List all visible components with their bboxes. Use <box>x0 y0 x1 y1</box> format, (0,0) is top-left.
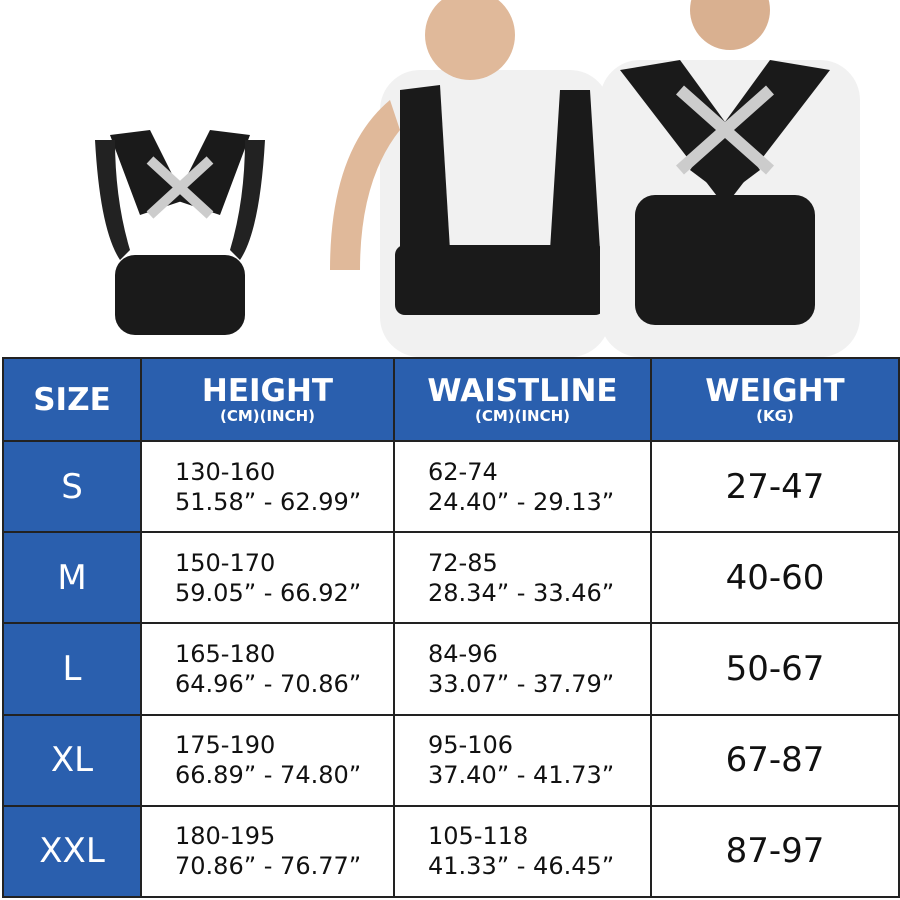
size-cell: L <box>2 622 142 716</box>
table-row: XL 175-190 66.89” - 74.80” 95-106 37.40” - 4… <box>2 713 900 807</box>
height-cell: 165-180 64.96” - 70.86” <box>140 622 395 716</box>
waist-inch: 37.40” - 41.73” <box>428 761 615 790</box>
weight-cell: 50-67 <box>650 622 900 716</box>
height-cm: 150-170 <box>175 548 276 577</box>
table-row: S 130-160 51.58” - 62.99” 62-74 24.40” - 29.… <box>2 440 900 534</box>
waist-inch: 24.40” - 29.13” <box>428 487 615 516</box>
waist-cm: 84-96 <box>428 640 498 669</box>
height-inch: 51.58” - 62.99” <box>175 487 362 516</box>
height-inch: 59.05” - 66.92” <box>175 578 362 607</box>
size-cell: S <box>2 440 142 534</box>
height-cm: 175-190 <box>175 731 276 760</box>
table-row: M 150-170 59.05” - 66.92” 72-85 28.34” - 33.… <box>2 531 900 625</box>
weight-cell: 27-47 <box>650 440 900 534</box>
height-inch: 66.89” - 74.80” <box>175 761 362 790</box>
table-row: L 165-180 64.96” - 70.86” 84-96 33.07” - 37.… <box>2 622 900 716</box>
weight-cell: 40-60 <box>650 531 900 625</box>
waist-cm: 105-118 <box>428 822 529 851</box>
weight-cell: 67-87 <box>650 713 900 807</box>
height-inch: 70.86” - 76.77” <box>175 852 362 881</box>
height-cm: 180-195 <box>175 822 276 851</box>
product-photo <box>95 0 860 357</box>
waist-cell: 105-118 41.33” - 46.45” <box>393 804 652 899</box>
height-inch: 64.96” - 70.86” <box>175 670 362 699</box>
waist-cm: 95-106 <box>428 731 514 760</box>
size-header: SIZE <box>2 356 142 443</box>
waist-cell: 72-85 28.34” - 33.46” <box>393 531 652 625</box>
waist-inch: 28.34” - 33.46” <box>428 578 615 607</box>
size-cell: M <box>2 531 142 625</box>
weight-cell: 87-97 <box>650 804 900 899</box>
header-row: SIZE HEIGHT (CM)(INCH) WAISTLINE (CM)(INCH… <box>2 356 900 443</box>
height-cm: 130-160 <box>175 457 276 486</box>
waist-cell: 84-96 33.07” - 37.79” <box>393 622 652 716</box>
height-cell: 180-195 70.86” - 76.77” <box>140 804 395 899</box>
posture-brace-product-image <box>95 130 265 335</box>
height-cell: 175-190 66.89” - 74.80” <box>140 713 395 807</box>
waist-inch: 41.33” - 46.45” <box>428 852 615 881</box>
waist-inch: 33.07” - 37.79” <box>428 670 615 699</box>
waist-cell: 62-74 24.40” - 29.13” <box>393 440 652 534</box>
table-row: XXL 180-195 70.86” - 76.77” 105-118 41.33” -… <box>2 804 900 899</box>
size-cell: XL <box>2 713 142 807</box>
size-cell: XXL <box>2 804 142 899</box>
waist-cm: 72-85 <box>428 548 498 577</box>
height-cell: 150-170 59.05” - 66.92” <box>140 531 395 625</box>
waist-cm: 62-74 <box>428 457 498 486</box>
waist-cell: 95-106 37.40” - 41.73” <box>393 713 652 807</box>
waistline-header: WAISTLINE (CM)(INCH) <box>393 356 652 443</box>
size-chart-table: SIZE HEIGHT (CM)(INCH) WAISTLINE (CM)(INCH… <box>2 356 900 899</box>
height-cell: 130-160 51.58” - 62.99” <box>140 440 395 534</box>
height-header: HEIGHT (CM)(INCH) <box>140 356 395 443</box>
weight-header: WEIGHT (KG) <box>650 356 900 443</box>
height-cm: 165-180 <box>175 640 276 669</box>
model-front-image <box>330 0 610 357</box>
model-back-image <box>600 0 860 357</box>
